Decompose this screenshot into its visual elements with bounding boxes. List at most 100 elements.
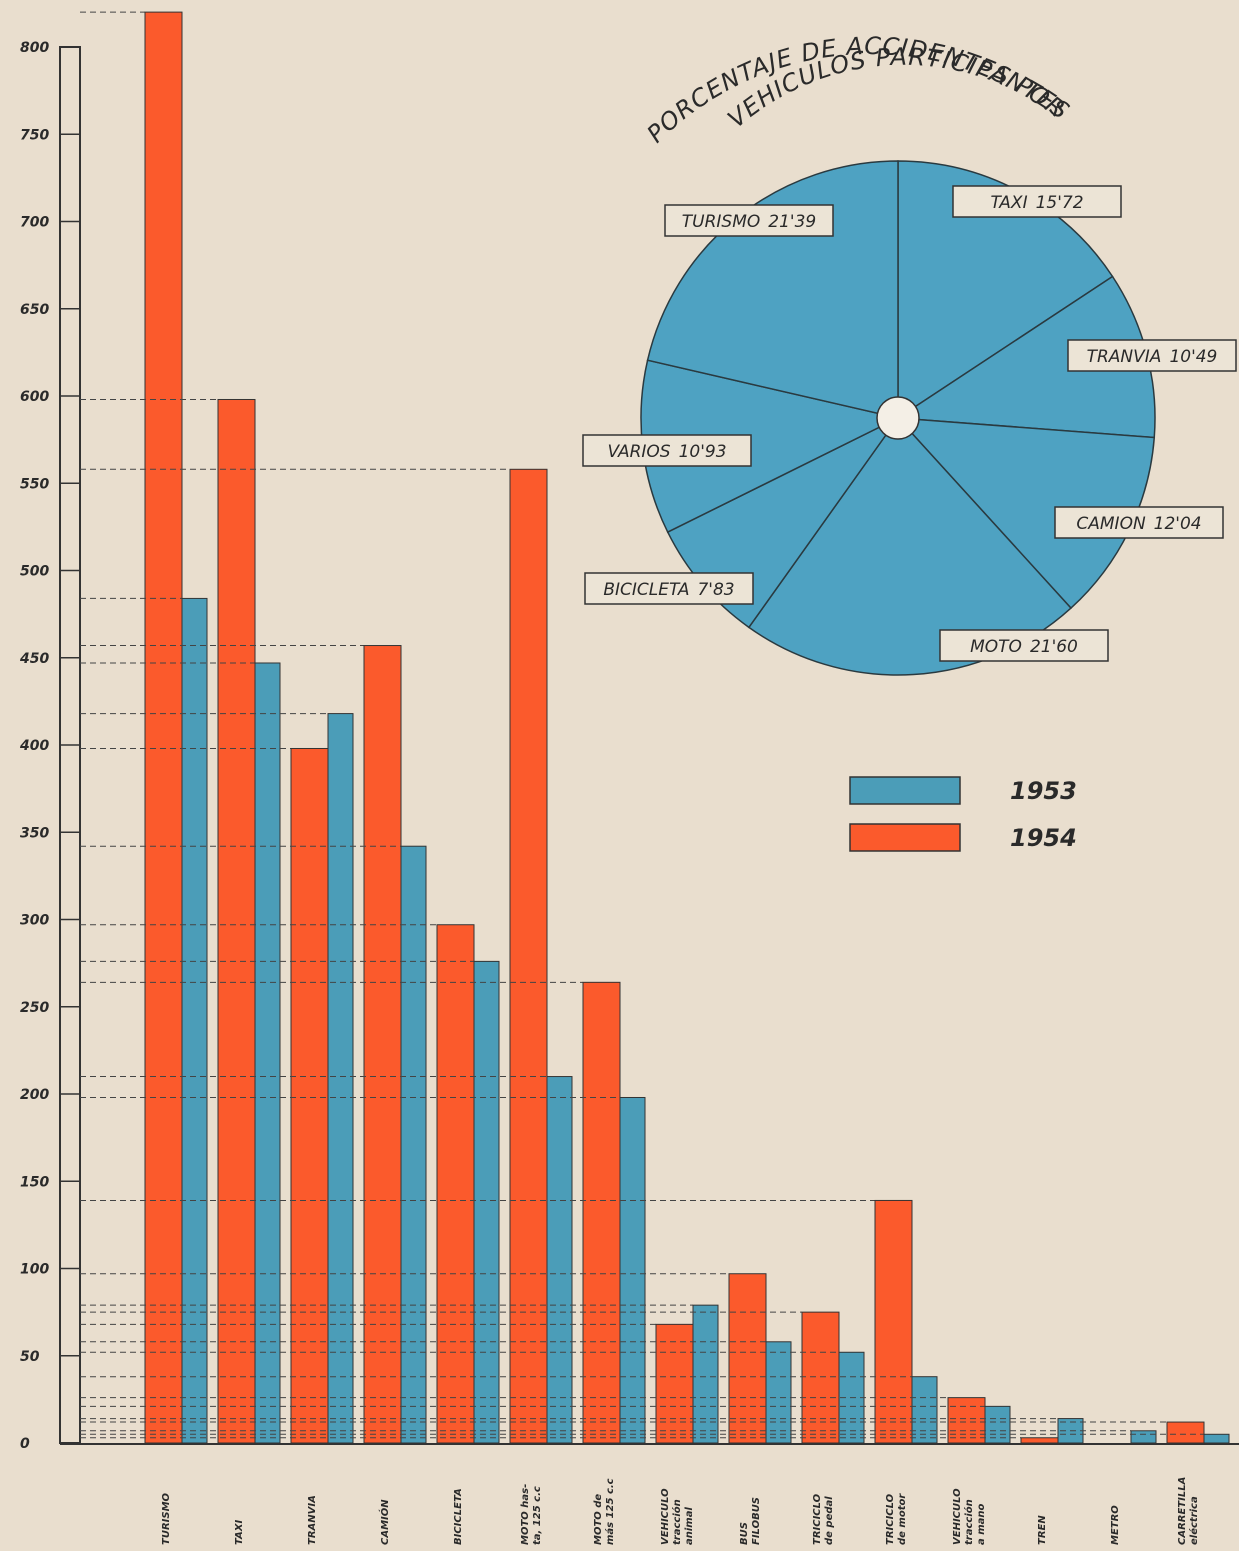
label-box (1067, 339, 1237, 372)
x-tick-label: TRANVIA (307, 1495, 318, 1545)
x-tick-label: METRO (1110, 1505, 1121, 1545)
bar (1020, 1437, 1059, 1444)
x-tick-label: más 125 c.c (604, 1478, 616, 1545)
slice-label: TRANVIA 10'49 (1087, 347, 1218, 367)
slice-value: 21'60 (1030, 637, 1078, 657)
legend-swatch (849, 823, 961, 852)
y-tick-label: 150 (20, 1174, 49, 1190)
slice-name: TRANVIA (1087, 347, 1162, 367)
bar (327, 713, 354, 1444)
x-tick-label: FILOBUS (751, 1497, 762, 1545)
pie-hole (876, 396, 920, 440)
bar (619, 1096, 646, 1444)
bar (1130, 1430, 1157, 1444)
y-tick-label: 50 (20, 1349, 40, 1365)
slice-value: 12'04 (1154, 514, 1202, 534)
bar (947, 1397, 986, 1444)
bar (436, 924, 475, 1444)
slice-value: 15'72 (1036, 193, 1084, 213)
y-tick-label: 100 (20, 1262, 49, 1278)
y-tick-label: 700 (20, 215, 49, 231)
x-tick-label: CARRETILLA (1177, 1477, 1188, 1545)
bar (217, 398, 256, 1444)
bar (728, 1273, 767, 1444)
legend-label: 1954 (1010, 824, 1077, 852)
x-tick-label: de pedal (824, 1496, 835, 1545)
bar (692, 1304, 719, 1444)
bar (874, 1199, 913, 1444)
x-tick-label: VEHICULO (660, 1488, 671, 1545)
y-tick-label: 550 (20, 476, 49, 492)
slice-label: VARIOS 10'93 (607, 442, 726, 462)
bar (181, 597, 208, 1444)
slice-value: 7'83 (697, 580, 734, 600)
label-box (584, 572, 754, 605)
bar (290, 747, 329, 1444)
slice-name: MOTO (970, 637, 1022, 657)
label-box (939, 629, 1109, 662)
x-tick-label: TREN (1037, 1515, 1048, 1545)
slice-name: TAXI (990, 193, 1027, 213)
x-tick-label: VEHICULO (952, 1488, 963, 1545)
bar (363, 645, 402, 1444)
label-box (582, 434, 752, 467)
slice-label: CAMION 12'04 (1076, 514, 1201, 534)
x-tick-label: tracción (963, 1499, 975, 1545)
slice-label: TURISMO 21'39 (682, 212, 816, 232)
x-tick-label: BICICLETA (453, 1488, 464, 1545)
x-tick-label: tracción (671, 1499, 683, 1545)
slice-value: 10'49 (1169, 347, 1217, 367)
label-box (952, 185, 1122, 218)
label-box (1054, 506, 1224, 539)
x-tick-label: animal (684, 1507, 695, 1545)
bar (911, 1376, 938, 1444)
y-tick-label: 750 (20, 127, 49, 143)
y-tick-label: 0 (20, 1436, 30, 1452)
slice-label: BICICLETA 7'83 (603, 580, 734, 600)
bar (144, 11, 183, 1444)
x-tick-label: TRICICLO (885, 1493, 896, 1545)
slice-label: TAXI 15'72 (990, 193, 1083, 213)
x-tick-label: CAMIÓN (378, 1499, 391, 1545)
y-tick-label: 600 (20, 389, 49, 405)
slice-name: CAMION (1076, 514, 1146, 534)
y-tick-label: 800 (20, 40, 49, 56)
slice-value: 21'39 (768, 212, 816, 232)
x-tick-label: TAXI (234, 1520, 245, 1545)
bar (582, 981, 621, 1444)
y-tick-label: 350 (20, 825, 49, 841)
x-tick-label: TURISMO (161, 1492, 172, 1545)
x-tick-label: MOTO de (593, 1494, 604, 1545)
bar (509, 468, 548, 1444)
x-tick-label: a mano (976, 1503, 987, 1545)
bar (801, 1311, 840, 1444)
x-tick-label: eléctrica (1188, 1496, 1200, 1545)
x-tick-label: BUS (739, 1522, 750, 1545)
slice-name: BICICLETA (603, 580, 689, 600)
legend-label: 1953 (1010, 777, 1077, 805)
bar (1203, 1433, 1230, 1444)
bar (473, 960, 500, 1444)
x-tick-label: de motor (897, 1493, 908, 1545)
x-tick-label: MOTO has- (520, 1484, 531, 1545)
bar (400, 845, 427, 1444)
x-tick-label: TRICICLO (812, 1493, 823, 1545)
slice-label: MOTO 21'60 (970, 637, 1078, 657)
y-tick-label: 450 (19, 651, 49, 667)
y-tick-label: 300 (20, 913, 49, 929)
slice-name: VARIOS (607, 442, 670, 462)
label-box (664, 204, 834, 237)
slice-value: 10'93 (679, 442, 727, 462)
y-tick-label: 250 (20, 1000, 49, 1016)
y-tick-label: 400 (19, 738, 49, 754)
legend-swatch (849, 776, 961, 805)
y-tick-label: 500 (20, 564, 49, 580)
y-tick-label: 650 (20, 302, 49, 318)
bar (765, 1341, 792, 1444)
y-tick-label: 200 (20, 1087, 49, 1103)
x-tick-label: ta, 125 c.c (532, 1486, 543, 1545)
slice-name: TURISMO (682, 212, 761, 232)
bar (254, 662, 281, 1444)
bar (984, 1405, 1011, 1444)
